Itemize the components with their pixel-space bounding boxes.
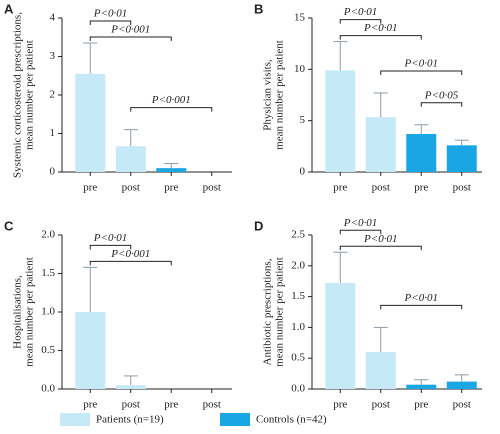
significance-label: P<0·01 bbox=[93, 232, 127, 244]
y-tick-label: 4 bbox=[50, 12, 56, 24]
y-tick-label: 0 bbox=[300, 166, 306, 178]
y-tick-label: 15 bbox=[294, 12, 306, 24]
bar bbox=[406, 384, 437, 389]
x-tick-label: pre bbox=[414, 399, 428, 411]
legend-swatch bbox=[220, 413, 250, 426]
significance-label: P<0·01 bbox=[404, 57, 438, 69]
significance-bracket bbox=[380, 304, 463, 310]
significance-bracket bbox=[130, 107, 213, 112]
bar bbox=[156, 168, 187, 172]
x-tick-label: post bbox=[453, 182, 471, 194]
significance-label: P<0·001 bbox=[151, 94, 191, 106]
bar bbox=[365, 117, 396, 172]
y-tick-label: 0.0 bbox=[291, 383, 305, 395]
legend-label: Patients (n=19) bbox=[96, 414, 164, 426]
panel-label: C bbox=[4, 218, 14, 233]
legend-swatch bbox=[60, 413, 90, 426]
y-tick-label: 1.0 bbox=[41, 306, 55, 318]
bar bbox=[446, 145, 477, 172]
significance-bracket bbox=[89, 36, 172, 42]
bar bbox=[75, 73, 106, 172]
significance-label: P<0·001 bbox=[110, 24, 150, 36]
significance-bracket bbox=[89, 244, 132, 250]
y-tick-label: 0.0 bbox=[41, 383, 55, 395]
x-tick-label: post bbox=[203, 399, 221, 411]
significance-bracket bbox=[420, 102, 463, 107]
x-tick-label: post bbox=[122, 182, 140, 194]
x-tick-label: post bbox=[372, 399, 390, 411]
y-axis-title: mean number per patient bbox=[24, 40, 36, 150]
x-tick-label: post bbox=[122, 399, 140, 411]
bar bbox=[365, 352, 396, 389]
significance-label: P<0·05 bbox=[424, 89, 459, 101]
panel-label: A bbox=[4, 1, 14, 16]
y-axis-title: mean number per patient bbox=[274, 257, 286, 367]
y-tick-label: 0 bbox=[50, 166, 56, 178]
panel: B Physician visits, mean number per patien… bbox=[254, 1, 482, 194]
y-axis-title: Physician visits, bbox=[262, 59, 274, 131]
y-axis-title: Systemic corticosteroid prescriptions, bbox=[12, 12, 24, 178]
y-tick-label: 10 bbox=[294, 63, 306, 75]
panel: C Hospitalisations, mean number per patien… bbox=[4, 218, 232, 411]
x-tick-label: post bbox=[372, 182, 390, 194]
significance-bracket bbox=[380, 70, 463, 75]
significance-label: P<0·01 bbox=[404, 292, 438, 304]
y-tick-label: 2.5 bbox=[291, 229, 305, 241]
significance-label: P<0·01 bbox=[363, 22, 397, 34]
significance-label: P<0·01 bbox=[343, 217, 377, 229]
legend-label: Controls (n=42) bbox=[256, 414, 327, 426]
bar bbox=[115, 146, 146, 172]
significance-bracket bbox=[339, 245, 422, 251]
x-tick-label: pre bbox=[333, 399, 347, 411]
y-tick-label: 1.5 bbox=[41, 267, 55, 279]
x-tick-label: pre bbox=[83, 399, 97, 411]
significance-label: P<0·001 bbox=[110, 248, 150, 260]
significance-label: P<0·01 bbox=[93, 8, 127, 20]
x-tick-label: pre bbox=[164, 399, 178, 411]
x-tick-label: post bbox=[203, 182, 221, 194]
bar bbox=[325, 70, 356, 172]
bar bbox=[75, 312, 106, 389]
significance-label: P<0·01 bbox=[343, 6, 377, 18]
significance-bracket bbox=[339, 35, 422, 40]
x-tick-label: pre bbox=[333, 182, 347, 194]
x-tick-label: pre bbox=[83, 182, 97, 194]
panel-label: B bbox=[254, 1, 263, 16]
panel-label: D bbox=[254, 218, 263, 233]
significance-bracket bbox=[339, 229, 382, 235]
y-tick-label: 1 bbox=[50, 127, 56, 139]
y-tick-label: 2.0 bbox=[41, 229, 55, 241]
y-tick-label: 0.5 bbox=[41, 344, 55, 356]
bar bbox=[325, 283, 356, 389]
y-axis-title: mean number per patient bbox=[24, 257, 36, 367]
panel: D Antibiotic prescriptions, mean number pe… bbox=[254, 217, 482, 411]
y-tick-label: 2.0 bbox=[291, 259, 305, 271]
bar bbox=[115, 385, 146, 389]
y-axis-title: Hospitalisations, bbox=[12, 275, 24, 349]
significance-bracket bbox=[89, 20, 132, 26]
bar bbox=[406, 134, 437, 172]
x-tick-label: pre bbox=[164, 182, 178, 194]
y-tick-label: 2 bbox=[50, 89, 56, 101]
significance-bracket bbox=[339, 19, 382, 24]
y-axis-title: mean number per patient bbox=[274, 40, 286, 150]
y-tick-label: 3 bbox=[50, 50, 56, 62]
y-tick-label: 0.5 bbox=[291, 352, 305, 364]
x-tick-label: post bbox=[453, 399, 471, 411]
y-axis-title: Antibiotic prescriptions, bbox=[262, 258, 274, 365]
x-tick-label: pre bbox=[414, 182, 428, 194]
y-tick-label: 5 bbox=[300, 114, 306, 126]
significance-label: P<0·01 bbox=[363, 233, 397, 245]
significance-bracket bbox=[89, 260, 172, 266]
y-tick-label: 1.5 bbox=[291, 290, 305, 302]
y-tick-label: 1.0 bbox=[291, 321, 305, 333]
bar bbox=[446, 381, 477, 389]
